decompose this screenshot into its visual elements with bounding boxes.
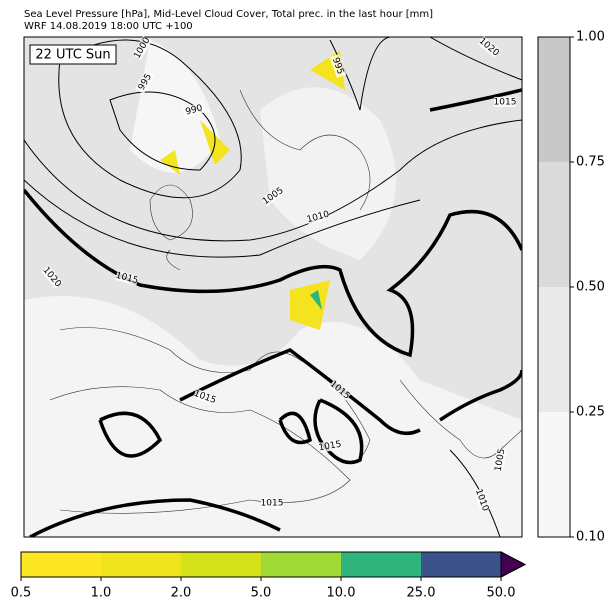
precip-area	[310, 290, 322, 310]
title: Sea Level Pressure [hPa], Mid-Level Clou…	[24, 9, 433, 20]
isobar-label-bg	[41, 265, 63, 289]
colorbar-tick-label: 0.50	[576, 280, 605, 295]
colorbar-tick-label: 0.10	[576, 530, 605, 545]
colorbar-tick-label: 25.0	[407, 586, 436, 601]
colorbar-tick-label: 1.00	[576, 30, 605, 45]
isobar-label: 1015	[261, 499, 284, 509]
colorbar-tick-label: 1.0	[91, 586, 112, 601]
isobar-label-bg	[494, 97, 516, 107]
isobar-label-bg	[192, 388, 218, 406]
colorbar-segment	[538, 162, 570, 287]
clear-area	[24, 296, 522, 537]
precip-colorbar: 0.5 1.0 2.0 5.0 10.0 25.0 50.0	[11, 551, 527, 601]
colorbar-tick-label: 5.0	[251, 586, 272, 601]
colorbar-segment	[538, 412, 570, 537]
isobar-label: 1015	[494, 98, 517, 108]
isobar-label-bg	[261, 185, 285, 207]
isobar-1015	[24, 88, 522, 537]
isobar-label-bg	[115, 270, 139, 286]
map-frame	[23, 36, 523, 538]
colorbar-segment	[21, 552, 101, 577]
colorbar-segment	[101, 552, 181, 577]
isobar-label: 990	[185, 103, 204, 117]
colorbar-segment	[261, 552, 341, 577]
isobar-label-bg	[493, 448, 507, 472]
colorbar-tick-label: 0.75	[576, 155, 605, 170]
colorbar-segment	[421, 552, 501, 577]
colorbar-segment	[538, 37, 570, 162]
precip-area	[160, 50, 345, 330]
colorbar-segment	[341, 552, 421, 577]
isobar-label-bg	[477, 36, 501, 58]
colorbar-tick-label: 0.5	[11, 586, 32, 601]
isobar-label-bg	[132, 35, 152, 61]
time-label-box	[29, 44, 117, 65]
map: 22 UTC Sun 10009959909951005101010151020…	[23, 35, 523, 538]
isobar-label: 1015	[318, 440, 342, 454]
cloud-colorbar: 0.10 0.25 0.50 0.75 1.00	[537, 30, 605, 545]
colorbar-tick-label: 10.0	[327, 586, 356, 601]
colorbar-tick-label: 0.25	[576, 405, 605, 420]
colorbar-frame	[20, 551, 527, 578]
isobar-label-bg	[329, 53, 347, 79]
isobar-label-bg	[318, 439, 342, 453]
isobar-label-bg	[306, 209, 330, 225]
colorbar-segment	[538, 287, 570, 412]
isobar-label-bg	[261, 498, 283, 508]
isobar-label-bg	[135, 69, 155, 95]
isobar-label-bg	[473, 487, 491, 513]
clear-area	[130, 40, 220, 173]
subtitle: WRF 14.08.2019 18:00 UTC +100	[24, 21, 193, 32]
isobar-label: 1005	[494, 448, 508, 472]
time-label: 22 UTC Sun	[35, 48, 110, 63]
colorbar-tick-label: 2.0	[171, 586, 192, 601]
isobar-label-bg	[328, 379, 352, 401]
colorbar-segment	[181, 552, 261, 577]
colorbar-extend	[500, 551, 527, 578]
coastlines	[49, 89, 522, 514]
isobars	[24, 37, 522, 537]
colorbar-tick-label: 50.0	[487, 586, 516, 601]
isobar-label-bg	[182, 102, 206, 118]
